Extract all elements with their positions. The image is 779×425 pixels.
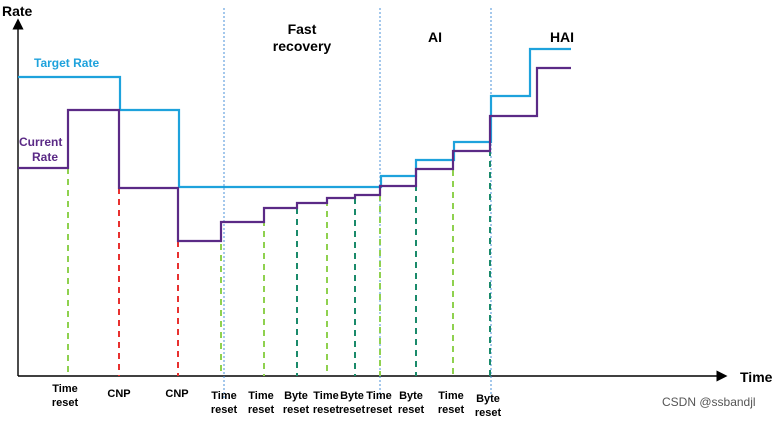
byte-reset-label-4-line2: reset	[475, 407, 502, 419]
fast-recovery-label-line2: recovery	[273, 38, 332, 54]
byte-reset-label-4-line1: Byte	[476, 393, 500, 405]
time-reset-label-6-line2: reset	[438, 404, 465, 416]
byte-reset-label-1-line2: reset	[283, 404, 310, 416]
hai-label: HAI	[550, 29, 574, 45]
time-reset-label-3-line2: reset	[248, 404, 275, 416]
y-axis-title: Rate	[2, 3, 33, 19]
ai-label: AI	[428, 29, 442, 45]
byte-reset-label-3-line1: Byte	[399, 390, 423, 402]
time-reset-label-4-line1: Time	[313, 390, 338, 402]
time-reset-label-2-line2: reset	[211, 404, 238, 416]
watermark: CSDN @ssbandjl	[662, 395, 756, 409]
cnp-label-1: CNP	[107, 388, 130, 400]
fast-recovery-label-line1: Fast	[288, 21, 317, 37]
byte-reset-label-2-line1: Byte	[340, 390, 364, 402]
time-reset-label-2-line1: Time	[211, 390, 236, 402]
target-rate-line	[18, 47, 571, 189]
target-rate-label: Target Rate	[34, 56, 99, 70]
time-reset-label-1-line1: Time	[52, 383, 77, 395]
time-reset-label-4-line2: reset	[313, 404, 340, 416]
time-reset-label-6-line1: Time	[438, 390, 463, 402]
time-reset-label-3-line1: Time	[248, 390, 273, 402]
time-reset-label-5-line2: reset	[366, 404, 393, 416]
x-axis-title: Time	[740, 369, 773, 385]
byte-reset-label-2-line2: reset	[339, 404, 366, 416]
byte-reset-label-3-line2: reset	[398, 404, 425, 416]
current-rate-line	[18, 66, 571, 243]
current-rate-label-line1: Current	[19, 135, 62, 149]
cnp-label-2: CNP	[165, 388, 188, 400]
time-reset-label-5-line1: Time	[366, 390, 391, 402]
time-reset-label-1-line2: reset	[52, 397, 79, 409]
current-rate-label-line2: Rate	[32, 150, 58, 164]
byte-reset-label-1-line1: Byte	[284, 390, 308, 402]
